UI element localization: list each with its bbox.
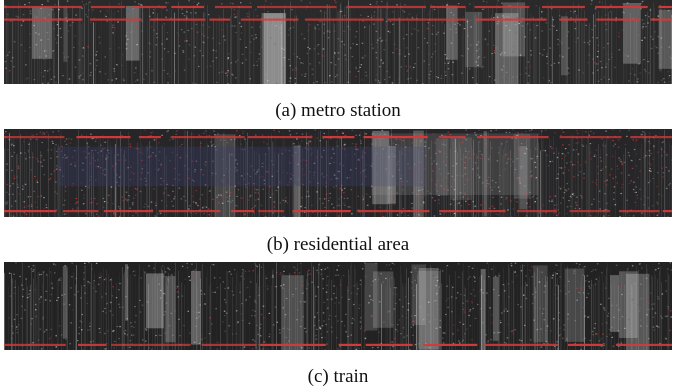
spectrogram-image-b: [4, 129, 672, 217]
spectrogram-residential-area: [4, 129, 672, 217]
caption-train: (c) train: [307, 366, 369, 387]
caption-metro-station: (a) metro station: [275, 100, 401, 121]
spectrogram-image-c: [4, 262, 672, 350]
spectrogram-image-a: [4, 0, 672, 84]
caption-residential-area: (b) residential area: [266, 234, 410, 255]
spectrogram-metro-station: [4, 0, 672, 84]
spectrogram-train: [4, 262, 672, 350]
